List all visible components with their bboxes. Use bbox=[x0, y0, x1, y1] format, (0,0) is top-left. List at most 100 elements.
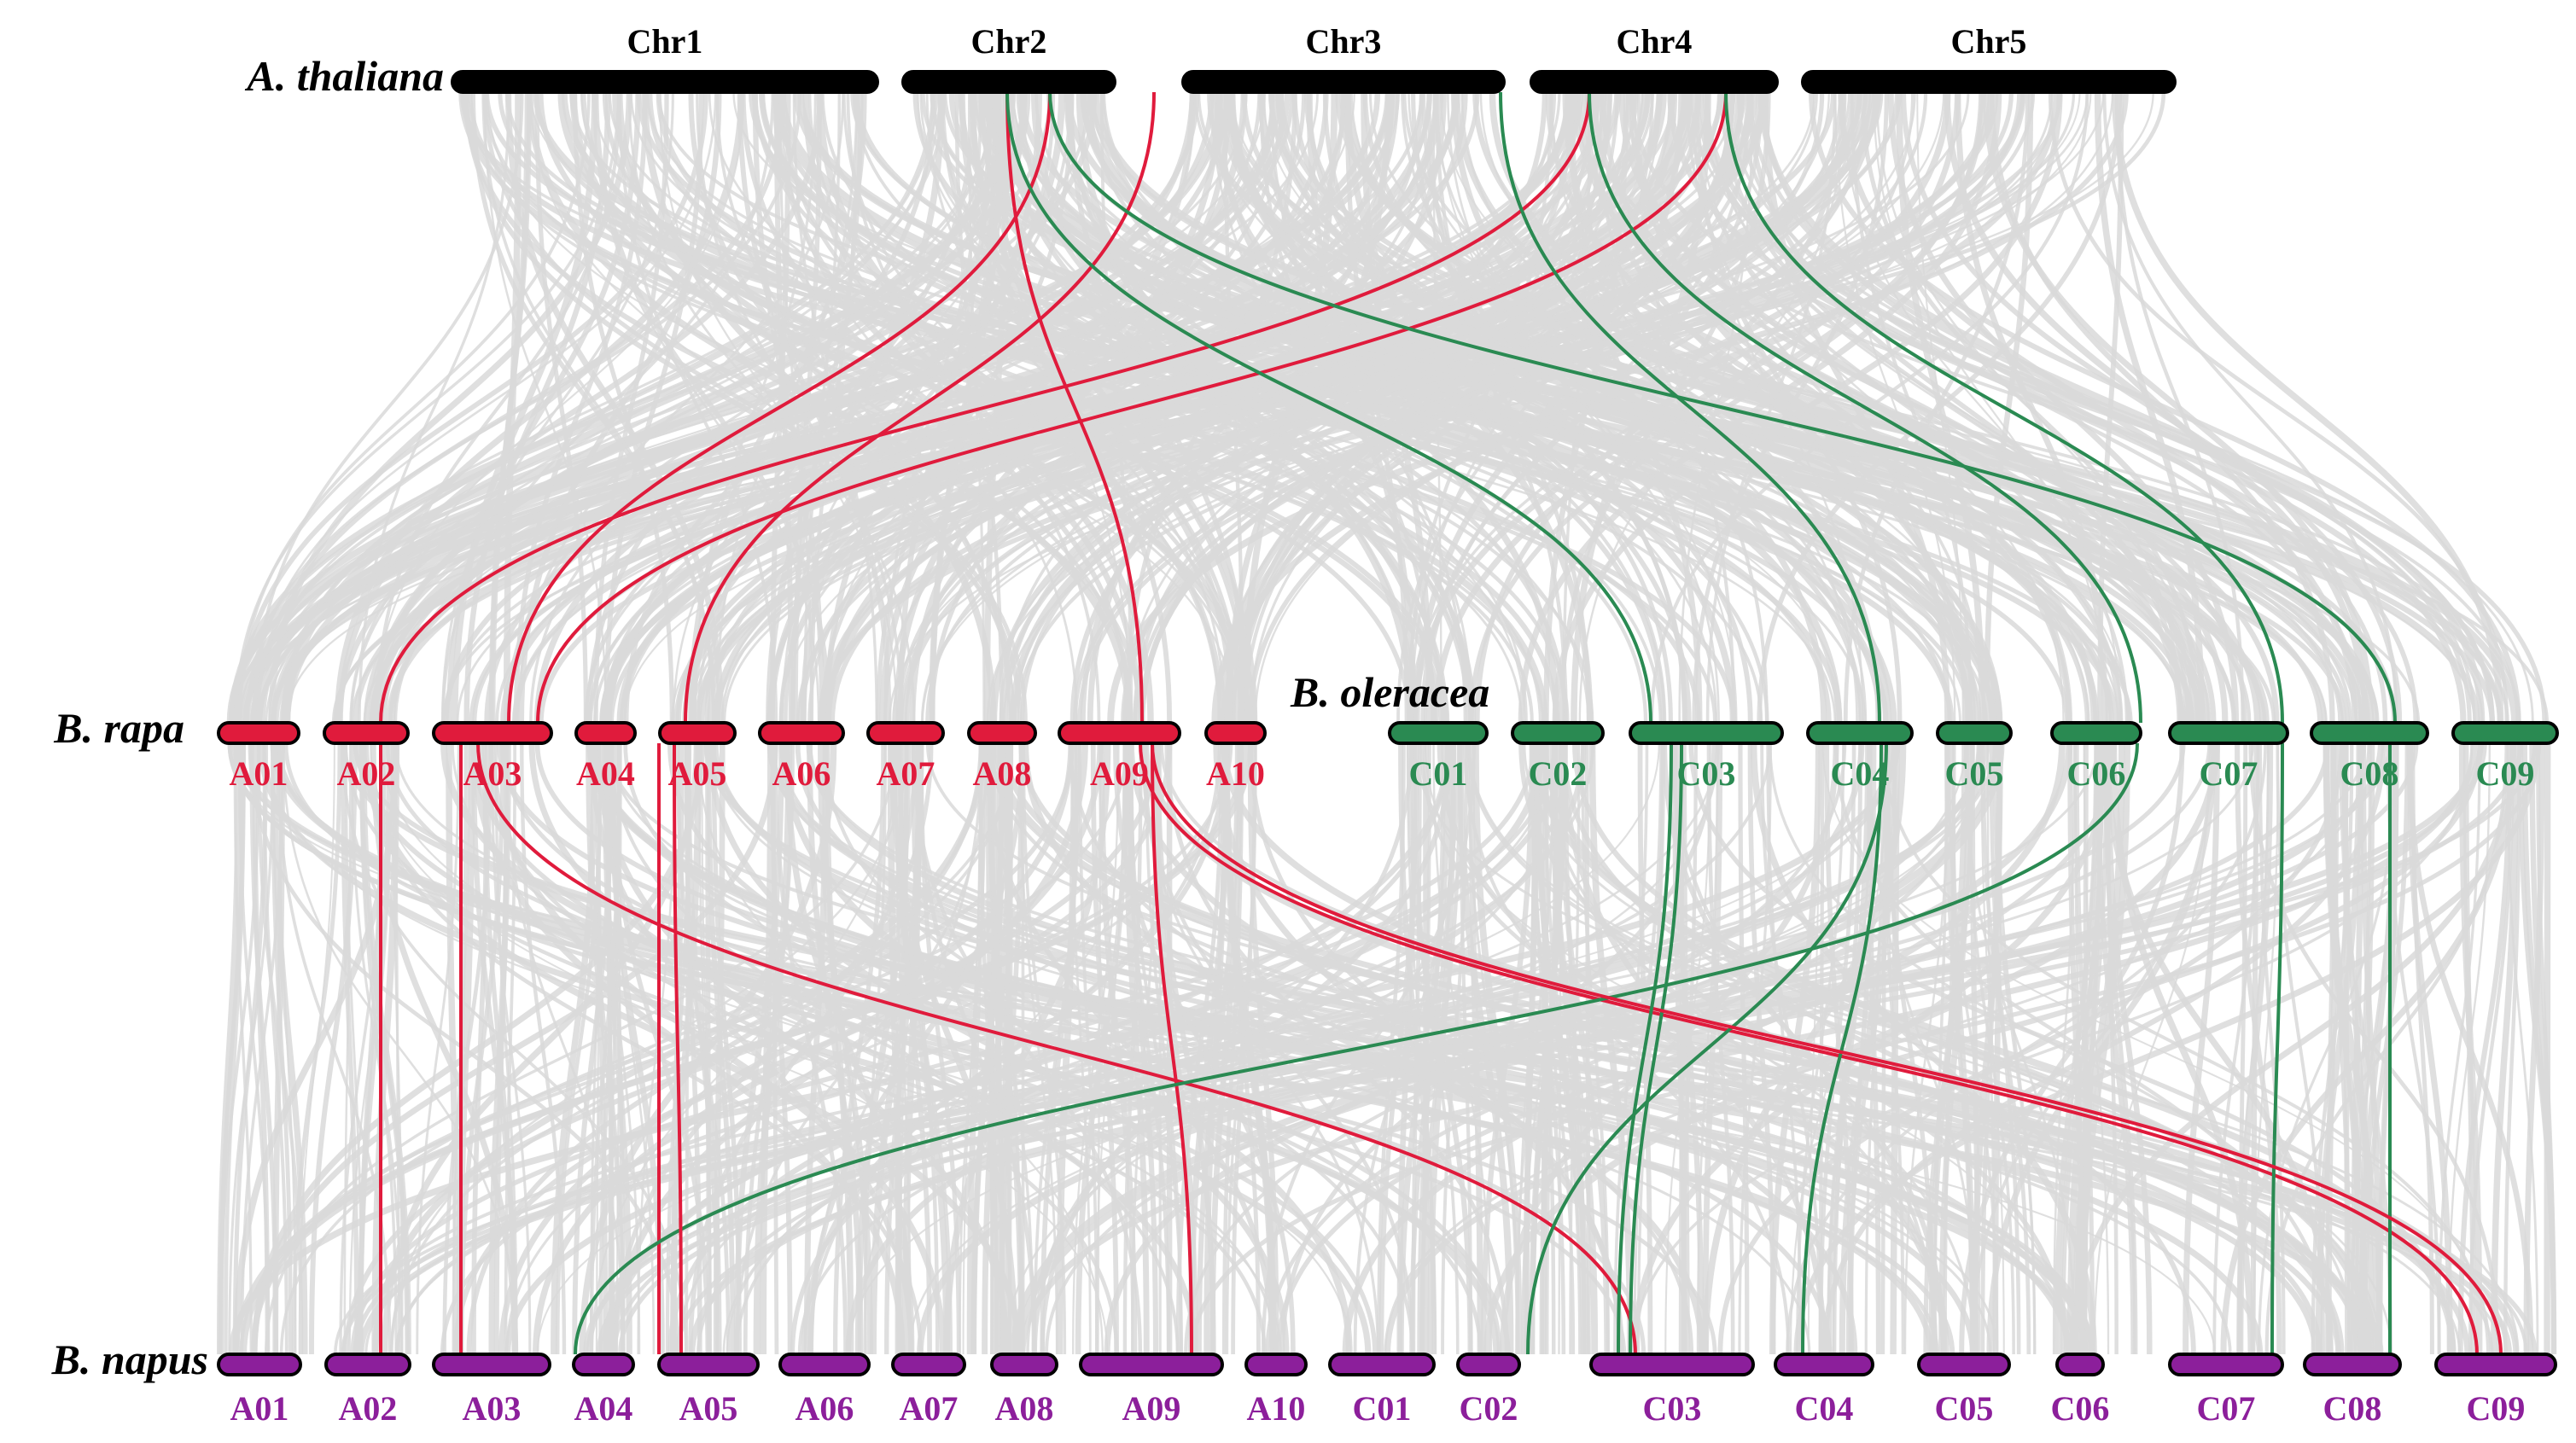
chromosome-label-rapa-a08: A08 bbox=[973, 754, 1032, 793]
background-link bbox=[392, 742, 404, 1355]
chromosome-napus-c06 bbox=[2055, 1353, 2105, 1376]
chromosome-napus-a03 bbox=[432, 1353, 551, 1376]
background-link bbox=[767, 91, 1248, 724]
background-link bbox=[915, 742, 1037, 1355]
background-link bbox=[1095, 742, 1125, 1355]
highlighted-link-5 bbox=[1005, 91, 1652, 724]
background-link bbox=[1581, 742, 1610, 1355]
chromosome-label-napus-c06: C06 bbox=[2051, 1389, 2110, 1428]
background-link bbox=[1887, 91, 2240, 724]
highlighted-link-0 bbox=[1005, 91, 1144, 724]
background-link bbox=[283, 91, 1017, 724]
background-link bbox=[2521, 742, 2557, 1355]
chromosome-label-napus-c03: C03 bbox=[1643, 1389, 1702, 1428]
background-link bbox=[820, 91, 2129, 724]
chromosome-label-napus-c01: C01 bbox=[1353, 1389, 1412, 1428]
background-link bbox=[498, 742, 1075, 1355]
background-link bbox=[226, 91, 1393, 724]
background-link bbox=[1128, 742, 1184, 1355]
chromosome-oleracea-c08 bbox=[2310, 721, 2429, 745]
background-link bbox=[518, 91, 722, 724]
background-link bbox=[1459, 742, 1473, 1355]
background-link bbox=[589, 742, 621, 1355]
background-link bbox=[1706, 91, 2206, 724]
species-label-rapa: B. rapa bbox=[53, 704, 184, 752]
background-link bbox=[2183, 742, 2220, 1355]
background-link bbox=[1983, 91, 2375, 724]
chromosome-label-oleracea-c03: C03 bbox=[1677, 754, 1736, 793]
chromosome-oleracea-c05 bbox=[1936, 721, 2013, 745]
highlighted-link-extra-2 bbox=[673, 742, 683, 1355]
background-link bbox=[820, 91, 1285, 724]
chromosome-label-thaliana-chr5: Chr5 bbox=[1951, 22, 2027, 61]
background-link bbox=[2106, 742, 2118, 1355]
background-link bbox=[1989, 742, 2021, 1355]
chromosome-napus-c02 bbox=[1456, 1353, 1521, 1376]
background-link bbox=[341, 742, 359, 1355]
chromosome-napus-a05 bbox=[657, 1353, 760, 1376]
background-link bbox=[1342, 742, 2066, 1355]
background-link bbox=[1582, 91, 1976, 724]
chromosome-label-rapa-a04: A04 bbox=[576, 754, 635, 793]
background-link bbox=[2468, 742, 2515, 1355]
background-link bbox=[1702, 742, 1723, 1355]
background-link bbox=[1065, 91, 1474, 724]
chromosome-labels: Chr1 Chr2 Chr3 Chr4 Chr5 A01 A02 A03 A04 A05 A06 A0… bbox=[230, 22, 2535, 1428]
highlighted-link-3 bbox=[536, 91, 1728, 724]
chromosome-napus-c04 bbox=[1774, 1353, 1874, 1376]
background-link bbox=[2074, 742, 2109, 1355]
chromosome-label-napus-c04: C04 bbox=[1795, 1389, 1854, 1428]
chromosome-label-rapa-a05: A05 bbox=[668, 754, 727, 793]
background-link bbox=[1933, 742, 1949, 1355]
highlighted-link-1 bbox=[507, 91, 1052, 724]
chromosome-label-napus-c02: C02 bbox=[1460, 1389, 1518, 1428]
highlighted-link-20 bbox=[2270, 742, 2284, 1355]
background-link bbox=[489, 91, 531, 724]
background-link bbox=[1090, 742, 1119, 1355]
background-link bbox=[234, 742, 2384, 1355]
chromosome-label-napus-c05: C05 bbox=[1935, 1389, 1994, 1428]
chromosome-label-napus-a04: A04 bbox=[574, 1389, 633, 1428]
chromosome-thaliana-chr2 bbox=[901, 70, 1116, 94]
chromosome-rapa-a06 bbox=[758, 721, 845, 745]
chromosome-napus-c09 bbox=[2434, 1353, 2557, 1376]
background-link bbox=[1584, 742, 1591, 1355]
chromosome-label-napus-a02: A02 bbox=[339, 1389, 398, 1428]
background-link bbox=[987, 742, 1034, 1355]
background-link bbox=[807, 742, 2494, 1355]
background-link bbox=[2350, 742, 2364, 1355]
background-link bbox=[2112, 91, 2504, 724]
background-link bbox=[1613, 742, 1649, 1355]
chromosome-napus-a07 bbox=[891, 1353, 966, 1376]
chromosome-label-napus-a08: A08 bbox=[995, 1389, 1054, 1428]
background-link bbox=[1068, 742, 1694, 1355]
background-link bbox=[1686, 91, 1985, 724]
background-link bbox=[1232, 91, 1662, 724]
background-link bbox=[2503, 742, 2521, 1355]
background-link bbox=[1860, 91, 2200, 724]
chromosome-label-oleracea-c05: C05 bbox=[1945, 754, 2004, 793]
background-link bbox=[279, 742, 1013, 1355]
background-link bbox=[355, 742, 1511, 1355]
chromosome-napus-c05 bbox=[1917, 1353, 2011, 1376]
chromosome-napus-a06 bbox=[778, 1353, 871, 1376]
chromosome-label-napus-c07: C07 bbox=[2197, 1389, 2256, 1428]
chromosome-rapa-a08 bbox=[967, 721, 1037, 745]
background-link bbox=[990, 91, 1998, 724]
highlighted-link-18 bbox=[1526, 742, 1888, 1355]
chromosome-rapa-a07 bbox=[866, 721, 945, 745]
background-link bbox=[1533, 742, 1586, 1355]
chromosome-label-napus-a01: A01 bbox=[230, 1389, 289, 1428]
background-link bbox=[752, 91, 825, 724]
chromosome-thaliana-chr5 bbox=[1801, 70, 2177, 94]
background-link bbox=[230, 742, 2216, 1355]
chromosome-napus-a04 bbox=[572, 1353, 635, 1376]
chromosome-oleracea-c06 bbox=[2050, 721, 2142, 745]
chromosome-label-oleracea-c09: C09 bbox=[2476, 754, 2535, 793]
background-link bbox=[676, 742, 1555, 1355]
background-link bbox=[1631, 742, 2474, 1355]
background-link bbox=[737, 91, 892, 724]
chromosome-label-napus-c08: C08 bbox=[2323, 1389, 2382, 1428]
chromosome-napus-c08 bbox=[2303, 1353, 2402, 1376]
background-link bbox=[353, 91, 1578, 724]
